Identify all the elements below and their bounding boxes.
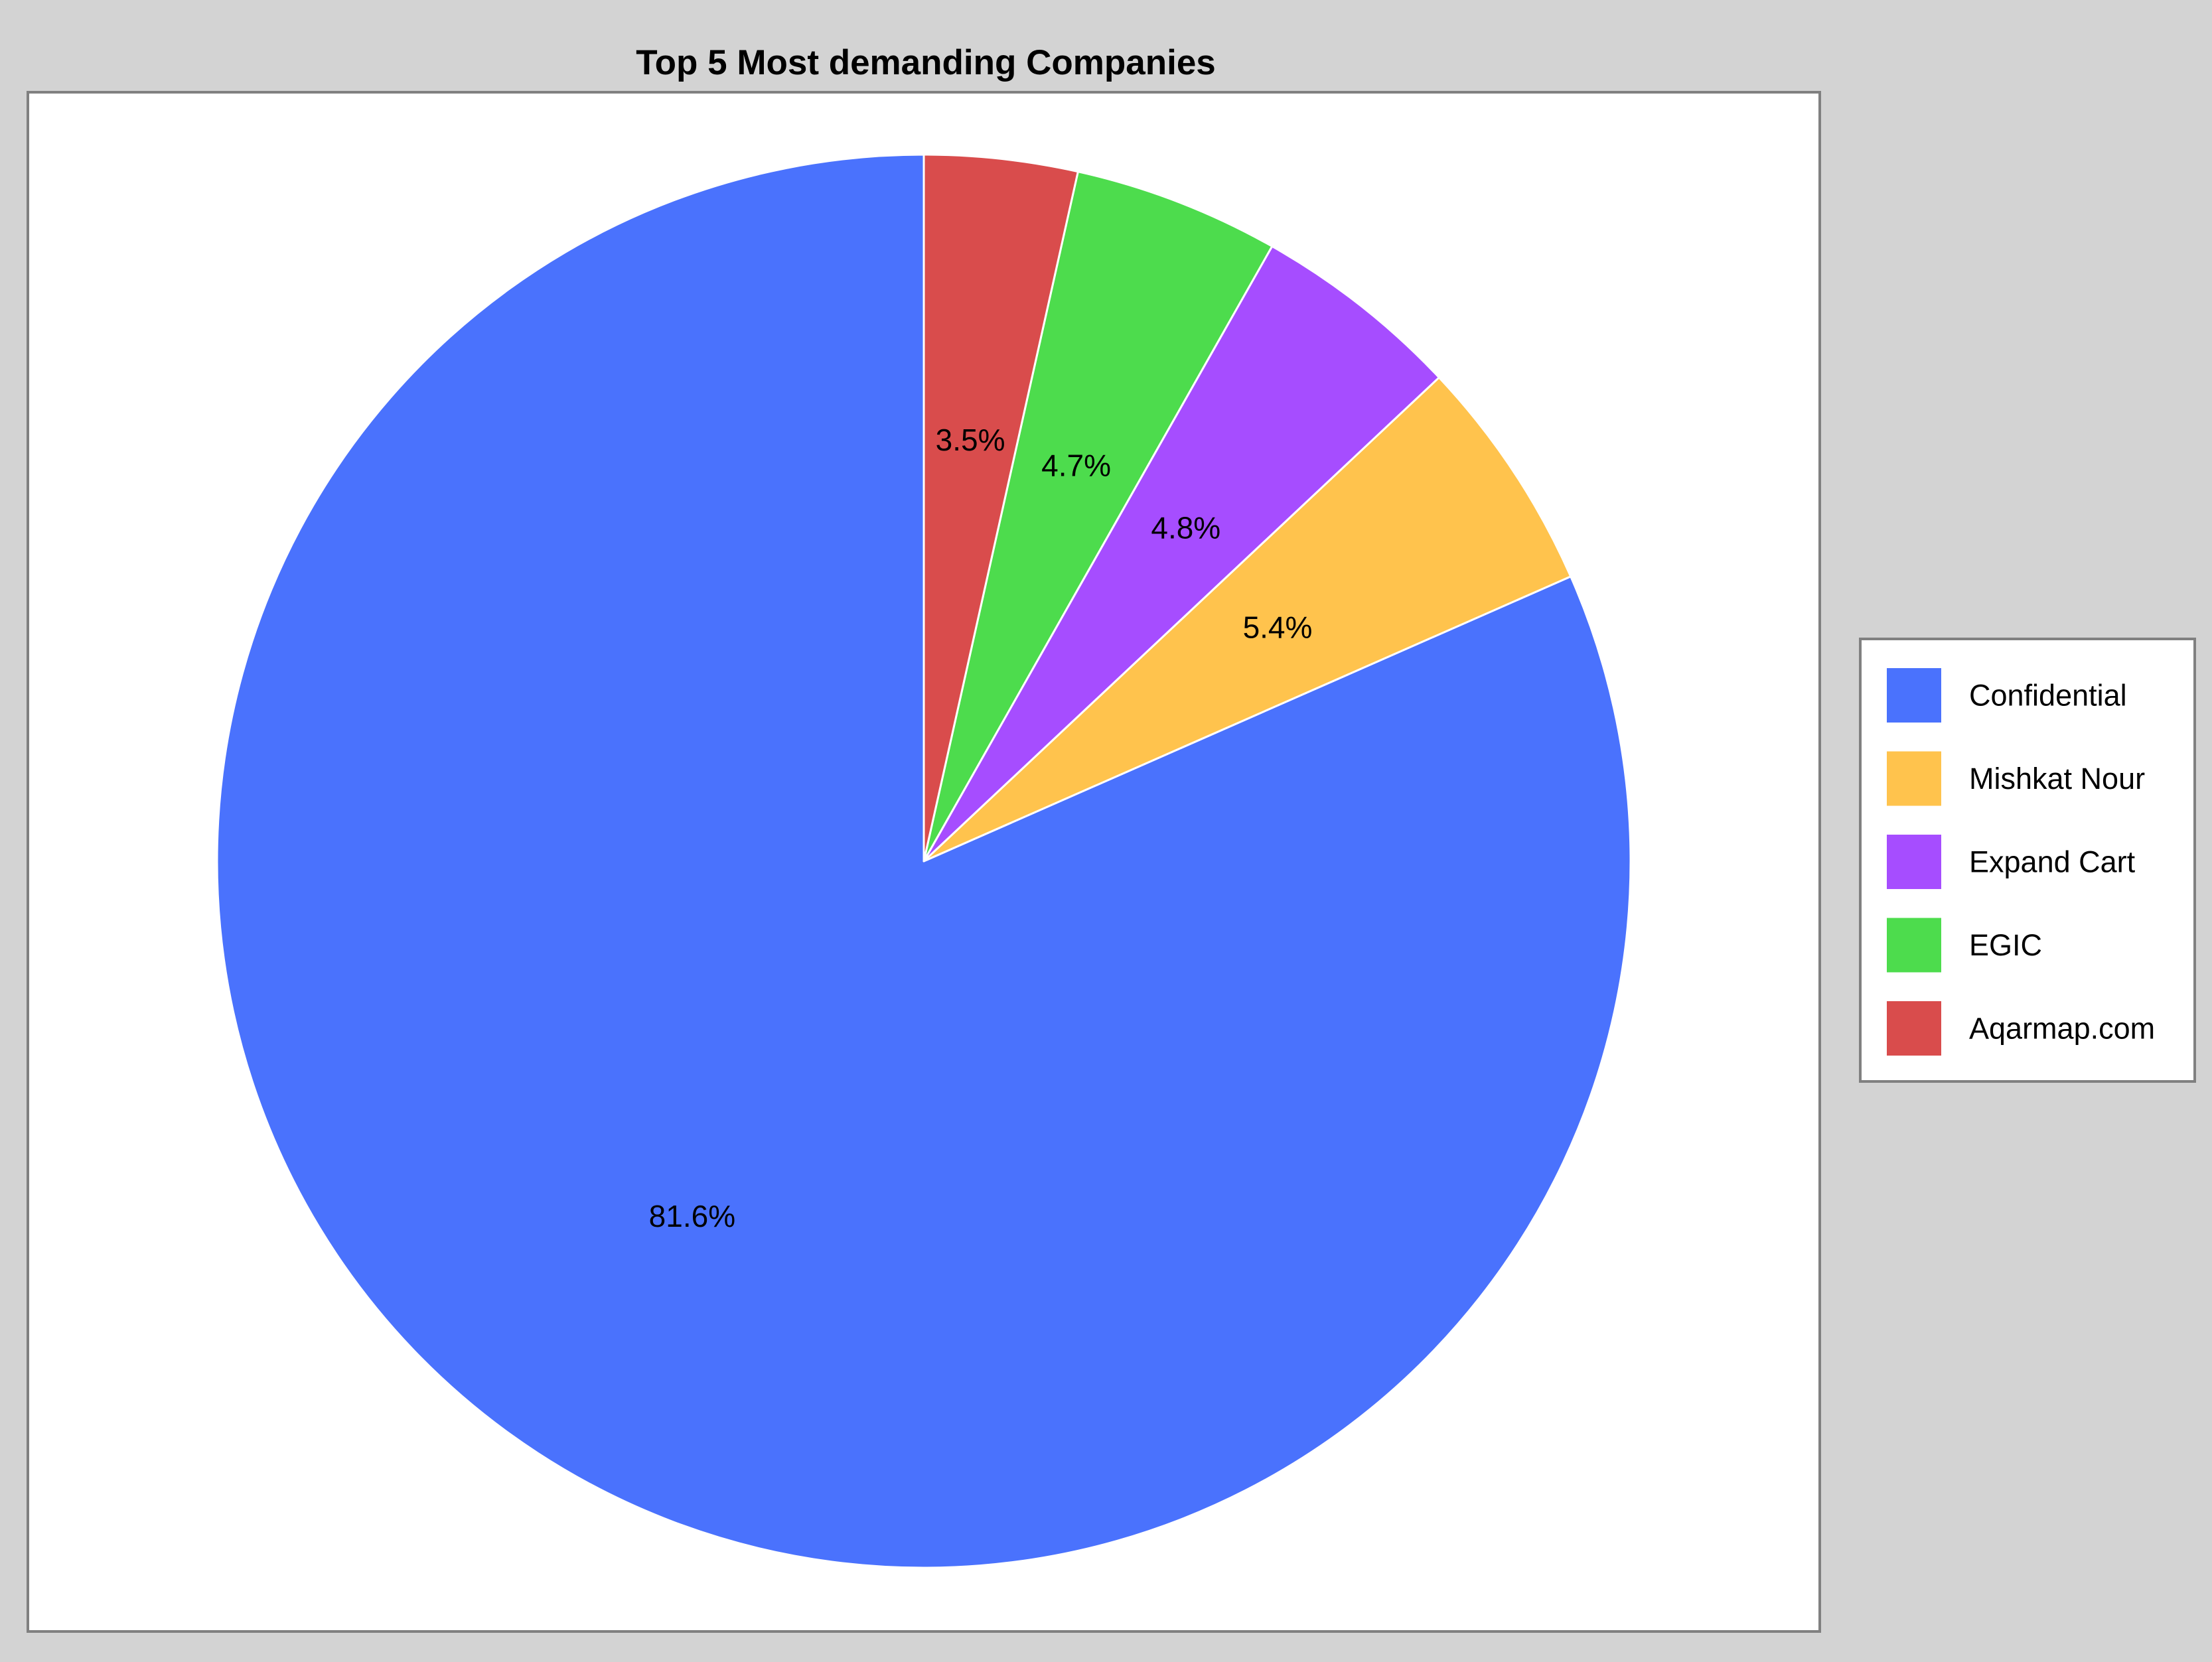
pie-slice-confidential (216, 153, 1632, 1569)
pie-slice-egic (922, 171, 1274, 863)
pie-label-expand-cart: 4.8% (1151, 511, 1220, 545)
pie-slice-expand-cart (922, 245, 1440, 863)
pie-slice-aqarmap-com (922, 153, 1079, 863)
pie-percentage-labels: 81.6% 5.4% 4.8% 4.7% 3.5% (649, 423, 1313, 1233)
chart-title: Top 5 Most demanding Companies (636, 43, 1216, 82)
legend-swatch-aqarmap-com (1887, 1001, 1941, 1056)
legend-label-aqarmap-com: Aqarmap.com (1969, 1012, 2155, 1046)
legend-swatch-egic (1887, 918, 1941, 973)
legend-label-expand-cart: Expand Cart (1969, 845, 2136, 879)
legend-label-mishkat-nour: Mishkat Nour (1969, 762, 2145, 796)
pie-label-confidential: 81.6% (649, 1199, 735, 1233)
legend-swatch-mishkat-nour (1887, 751, 1941, 806)
pie-label-mishkat-nour: 5.4% (1243, 610, 1313, 645)
pie-slices (216, 153, 1632, 1569)
legend-swatch-expand-cart (1887, 835, 1941, 889)
legend: Confidential Mishkat Nour Expand Cart EGIC A… (1859, 638, 2196, 1083)
legend-label-confidential: Confidential (1969, 679, 2127, 713)
legend-swatch-confidential (1887, 668, 1941, 723)
pie-label-aqarmap-com: 3.5% (936, 423, 1005, 457)
pie-slice-mishkat-nour (922, 376, 1572, 863)
pie-label-egic: 4.7% (1041, 449, 1111, 483)
legend-label-egic: EGIC (1969, 928, 2042, 962)
